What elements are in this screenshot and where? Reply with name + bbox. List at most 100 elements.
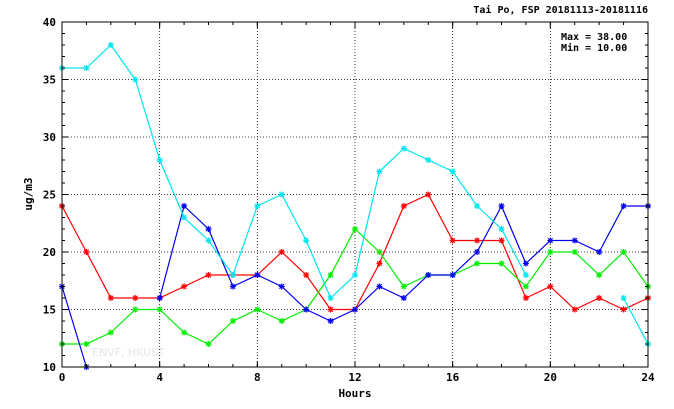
- data-point: [376, 283, 383, 290]
- data-point: [132, 306, 139, 313]
- series-layer: [59, 42, 651, 370]
- data-point: [352, 226, 358, 232]
- data-point: [205, 272, 212, 278]
- y-tick-label: 15: [43, 304, 56, 317]
- data-point: [229, 318, 236, 324]
- data-point: [83, 249, 90, 255]
- data-point: [254, 203, 261, 209]
- x-tick-label: 16: [446, 371, 460, 384]
- data-point: [425, 272, 432, 278]
- data-point: [327, 306, 334, 313]
- y-axis-title: ug/m3: [22, 177, 35, 210]
- data-point: [107, 42, 114, 48]
- data-point: [547, 283, 554, 290]
- data-point: [498, 260, 505, 267]
- data-point: [83, 341, 90, 347]
- data-point: [596, 272, 603, 278]
- y-tick-label: 30: [43, 131, 56, 144]
- data-point: [474, 237, 481, 244]
- data-point: [327, 318, 334, 324]
- series-4: [59, 42, 651, 347]
- data-point: [132, 295, 139, 301]
- data-point: [522, 272, 529, 278]
- x-tick-label: 8: [254, 371, 261, 384]
- y-tick-label: 25: [43, 189, 56, 202]
- y-tick-label: 35: [43, 74, 56, 87]
- data-point: [181, 203, 188, 209]
- data-point: [449, 168, 456, 175]
- data-point: [620, 295, 627, 301]
- data-point: [352, 272, 358, 278]
- data-point: [107, 295, 114, 301]
- series-line: [62, 44, 527, 300]
- data-point: [571, 306, 578, 313]
- data-point: [596, 249, 603, 255]
- data-point: [352, 306, 358, 313]
- max-label: Max = 38.00: [561, 32, 627, 43]
- x-tick-labels: 0 4 8 12 16 20 24: [59, 371, 655, 384]
- data-point: [376, 260, 383, 267]
- chart-title: Tai Po, FSP 20181113-20181116: [473, 4, 648, 16]
- y-tick-labels: 10 15 20 25 30 35 40: [43, 16, 56, 374]
- data-point: [254, 306, 261, 313]
- data-point: [156, 157, 163, 163]
- data-point: [303, 237, 310, 244]
- data-point: [596, 295, 603, 301]
- data-point: [156, 306, 163, 313]
- data-point: [522, 283, 529, 290]
- series-line: [623, 297, 649, 345]
- data-point: [278, 249, 285, 255]
- data-point: [522, 260, 529, 267]
- axis-ticks: [61, 21, 649, 368]
- data-point: [571, 249, 578, 255]
- data-point: [449, 237, 456, 244]
- data-point: [620, 306, 627, 313]
- x-tick-label: 12: [348, 371, 361, 384]
- x-tick-label: 4: [156, 371, 163, 384]
- data-point: [620, 249, 627, 255]
- data-point: [229, 283, 236, 290]
- data-point: [205, 341, 212, 347]
- data-point: [156, 295, 163, 301]
- data-point: [181, 214, 188, 221]
- data-point: [474, 203, 481, 209]
- data-point: [620, 203, 627, 209]
- data-point: [278, 283, 285, 290]
- data-point: [449, 272, 456, 278]
- grid-lines: [62, 22, 648, 367]
- data-point: [181, 329, 188, 336]
- data-point: [376, 168, 383, 175]
- data-point: [400, 283, 407, 290]
- data-point: [83, 65, 90, 71]
- x-tick-label: 24: [641, 371, 655, 384]
- y-tick-label: 20: [43, 246, 56, 259]
- data-point: [205, 237, 212, 244]
- series-line: [61, 286, 87, 368]
- data-point: [327, 272, 334, 278]
- data-point: [522, 295, 529, 301]
- data-point: [303, 306, 310, 313]
- data-point: [474, 260, 481, 267]
- data-point: [132, 76, 139, 83]
- data-point: [498, 203, 505, 209]
- y-tick-label: 40: [43, 16, 56, 29]
- data-point: [107, 329, 114, 336]
- data-point: [498, 237, 505, 244]
- data-point: [254, 272, 261, 278]
- data-point: [376, 249, 383, 255]
- data-point: [229, 272, 236, 278]
- data-point: [327, 295, 334, 301]
- x-axis-title: Hours: [338, 387, 371, 400]
- x-tick-label: 0: [59, 371, 66, 384]
- data-point: [181, 283, 188, 290]
- series-3: [59, 203, 651, 370]
- data-point: [278, 191, 285, 198]
- data-point: [400, 295, 407, 301]
- data-point: [498, 226, 505, 232]
- data-point: [303, 272, 310, 278]
- data-point: [547, 249, 554, 255]
- y-tick-label: 10: [43, 361, 56, 374]
- watermark-text: ENVF, HKUST: [92, 346, 165, 359]
